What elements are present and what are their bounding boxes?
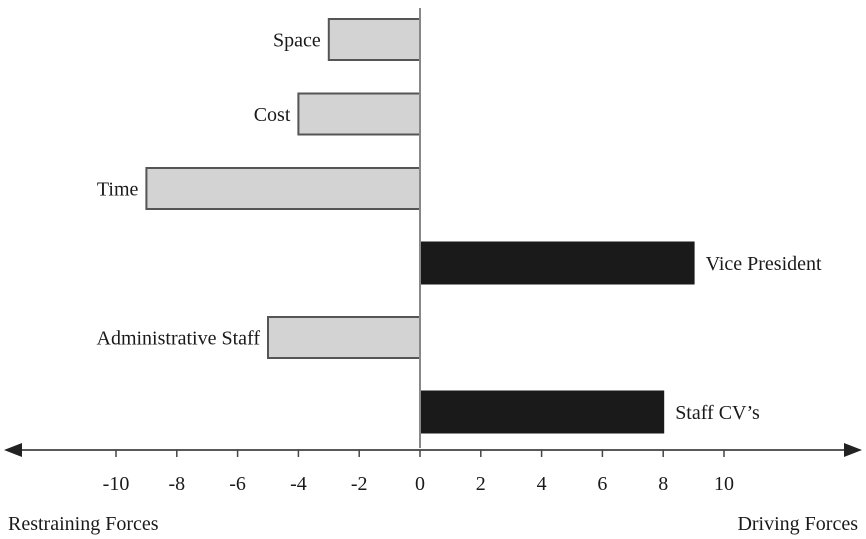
x-axis-left-arrow	[4, 443, 22, 457]
bar-staff-cv-s	[419, 390, 665, 434]
x-tick-label: -8	[168, 473, 185, 495]
x-tick-label: 0	[415, 473, 425, 495]
bar-vice-president	[419, 241, 695, 285]
bar-label: Administrative Staff	[97, 328, 261, 350]
bar-time	[145, 167, 421, 210]
bar-administrative-staff	[267, 316, 421, 359]
x-tick-label: 4	[537, 473, 547, 495]
bar-label: Space	[273, 30, 321, 52]
bar-cost	[297, 92, 421, 136]
bar-label: Time	[97, 179, 139, 201]
left-axis-label: Restraining Forces	[8, 513, 159, 535]
bars-layer: Space Cost Time Vice President Administrativ…	[97, 18, 822, 434]
right-axis-label: Driving Forces	[737, 513, 858, 535]
x-axis-right-arrow	[844, 443, 862, 457]
x-tick-label: -2	[351, 473, 368, 495]
bar-label: Vice President	[706, 253, 822, 275]
x-axis	[4, 443, 862, 457]
x-tick-label: 2	[476, 473, 486, 495]
x-tick-label: 6	[597, 473, 607, 495]
x-tick-label: -4	[290, 473, 307, 495]
x-tick-label: 8	[658, 473, 668, 495]
x-tick-label: -10	[103, 473, 130, 495]
bar-space	[327, 18, 421, 61]
bar-label: Staff CV’s	[675, 402, 760, 424]
x-ticks: -10 -8 -6 -4 -2 0 2 4 6 8 10	[103, 450, 734, 495]
x-tick-label: -6	[229, 473, 246, 495]
bar-label: Cost	[254, 104, 291, 126]
x-tick-label: 10	[714, 473, 734, 495]
